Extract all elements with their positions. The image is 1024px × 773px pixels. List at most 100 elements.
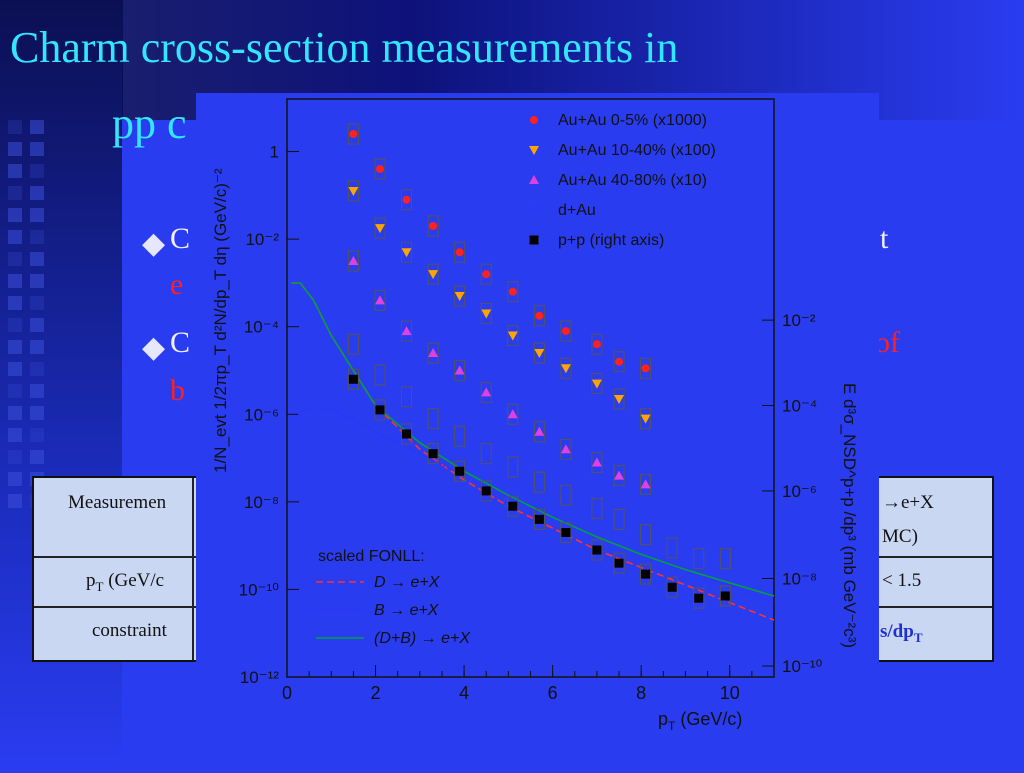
data-point-1 xyxy=(428,270,439,280)
error-box xyxy=(347,180,359,202)
data-point-4 xyxy=(428,449,438,459)
data-point-1 xyxy=(640,414,651,424)
table-right-last: s/dpT xyxy=(880,621,923,645)
error-box xyxy=(347,333,359,355)
error-box xyxy=(591,333,603,355)
data-point-3: * xyxy=(696,551,702,567)
x-tick-label: 6 xyxy=(548,683,558,703)
charm-spectra-chart: 0 2 4 6 8 10 1 10⁻² 10⁻⁴ 10⁻⁶ 10⁻⁸ 10⁻¹⁰ 10⁻¹² 10⁻² 10… xyxy=(211,98,859,733)
y-left-tick-label: 10⁻² xyxy=(245,230,279,249)
error-box xyxy=(427,263,439,285)
data-point-1 xyxy=(481,309,492,319)
error-box xyxy=(480,263,492,285)
error-box xyxy=(560,357,572,379)
error-box xyxy=(374,364,386,386)
legend-marker xyxy=(529,175,539,184)
data-point-3: * xyxy=(669,540,675,556)
error-box xyxy=(613,388,625,410)
decor-square xyxy=(8,340,22,354)
data-point-4 xyxy=(694,593,704,603)
data-point-4 xyxy=(561,528,571,537)
error-box xyxy=(591,451,603,473)
error-box xyxy=(454,425,466,447)
decor-square xyxy=(8,428,22,442)
error-box xyxy=(640,473,652,495)
bullet-2-text: C xyxy=(170,326,191,359)
error-box xyxy=(401,320,413,342)
bullet-diamond-icon: ◆ xyxy=(142,227,166,260)
data-point-2 xyxy=(481,387,492,397)
error-box xyxy=(401,241,413,263)
error-box xyxy=(719,548,731,570)
legend-marker xyxy=(530,116,538,124)
data-point-3: * xyxy=(404,389,410,405)
data-point-3: * xyxy=(594,500,600,516)
error-box xyxy=(533,342,545,364)
error-box xyxy=(560,484,572,506)
bullet-1-text: C xyxy=(170,222,191,255)
slide-title-line2: pp c xyxy=(112,99,187,148)
y-left-tick-label: 10⁻⁶ xyxy=(244,405,279,424)
error-box xyxy=(666,576,678,598)
decor-square xyxy=(30,252,44,266)
error-box xyxy=(591,539,603,561)
x-tick-label: 4 xyxy=(459,683,469,703)
legend-label: p+p (right axis) xyxy=(558,232,664,249)
error-box xyxy=(507,495,519,517)
error-box xyxy=(454,241,466,263)
data-point-3: * xyxy=(351,336,357,352)
bullet-1-cont: e xyxy=(170,268,184,301)
data-point-3: * xyxy=(537,474,543,490)
data-point-3: * xyxy=(616,511,622,527)
data-point-2 xyxy=(534,426,545,436)
error-box xyxy=(666,537,678,559)
y-right-tick-label: 10⁻² xyxy=(782,311,816,330)
error-box xyxy=(693,548,705,570)
decor-square xyxy=(8,296,22,310)
error-box xyxy=(374,217,386,239)
data-point-1 xyxy=(454,292,465,302)
error-box xyxy=(613,465,625,487)
decor-square xyxy=(8,274,22,288)
data-point-2 xyxy=(401,326,412,336)
error-box xyxy=(591,373,603,395)
error-box xyxy=(401,423,413,445)
decor-square xyxy=(8,450,22,464)
data-point-3: * xyxy=(430,411,436,427)
y-right-tick-label: 10⁻⁸ xyxy=(782,569,817,588)
error-box xyxy=(347,368,359,390)
error-box xyxy=(347,250,359,272)
data-point-0 xyxy=(508,287,517,296)
decor-square xyxy=(30,164,44,178)
legend-marker xyxy=(529,146,539,155)
legend-label: d+Au xyxy=(558,202,596,219)
error-box xyxy=(507,324,519,346)
data-point-2 xyxy=(454,365,465,375)
decor-square xyxy=(30,362,44,376)
data-point-4 xyxy=(592,545,602,555)
decor-square xyxy=(8,120,22,134)
error-box xyxy=(401,189,413,211)
error-box xyxy=(427,408,439,430)
error-box xyxy=(427,443,439,465)
curve-legend-label: D → e+X xyxy=(374,574,441,591)
data-point-4 xyxy=(348,374,358,384)
decor-square xyxy=(8,252,22,266)
data-point-0 xyxy=(535,311,544,320)
error-box xyxy=(507,403,519,425)
error-box xyxy=(560,320,572,342)
table-right-value: < 1.5 xyxy=(882,570,922,591)
data-point-0 xyxy=(641,364,650,373)
error-box xyxy=(374,158,386,180)
data-point-3: * xyxy=(723,551,729,567)
curve-legend-label: B → e+X xyxy=(374,602,440,619)
decor-square xyxy=(30,406,44,420)
data-point-0 xyxy=(615,357,624,366)
decor-square xyxy=(30,230,44,244)
table-row-label: constraint xyxy=(92,620,167,641)
error-box xyxy=(507,456,519,478)
data-point-3: * xyxy=(563,487,569,503)
decor-square xyxy=(8,186,22,200)
data-point-1 xyxy=(507,331,518,341)
error-box xyxy=(480,381,492,403)
